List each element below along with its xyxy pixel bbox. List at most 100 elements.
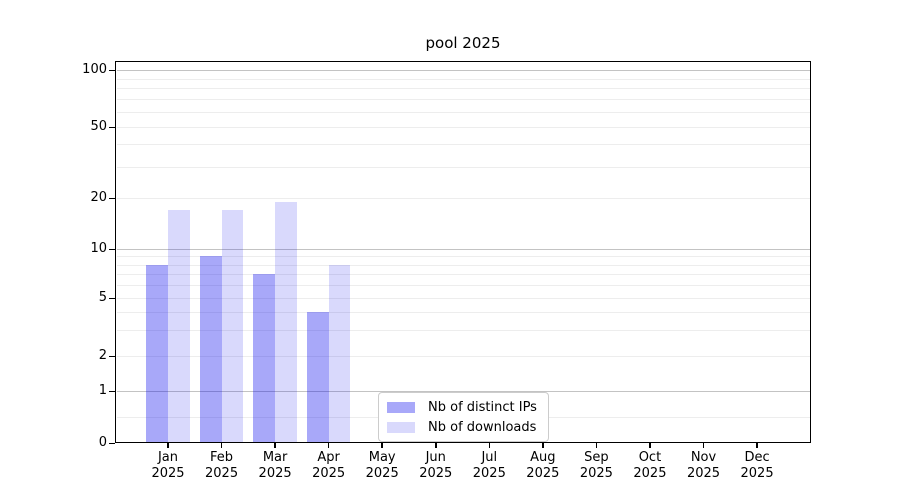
x-axis-tick bbox=[274, 443, 276, 448]
y-axis-tick bbox=[109, 69, 115, 71]
year-label: 2025 bbox=[740, 466, 774, 481]
month-label: May bbox=[368, 450, 396, 465]
y-axis-tick bbox=[109, 355, 115, 357]
month-label: Aug bbox=[530, 450, 556, 465]
y-axis-tick-label: 1 bbox=[98, 383, 107, 398]
minor-gridline bbox=[116, 274, 810, 276]
x-axis-tick bbox=[327, 443, 330, 448]
minor-gridline bbox=[116, 127, 810, 128]
y-axis-tick bbox=[109, 297, 115, 299]
y-axis-tick bbox=[109, 390, 115, 392]
year-label: 2025 bbox=[526, 466, 560, 481]
month-label: Jul bbox=[481, 450, 498, 465]
month-label: Oct bbox=[638, 450, 662, 465]
month-label: Apr bbox=[317, 450, 340, 465]
y-axis-tick-label: 50 bbox=[90, 119, 107, 134]
minor-gridline bbox=[116, 144, 810, 146]
x-axis-tick bbox=[595, 443, 598, 448]
year-label: 2025 bbox=[258, 466, 292, 481]
year-label: 2025 bbox=[579, 466, 613, 481]
y-axis-tick-label: 100 bbox=[82, 62, 107, 77]
x-axis-tick bbox=[435, 443, 437, 448]
y-axis-tick-label: 5 bbox=[98, 290, 107, 305]
minor-gridline bbox=[116, 298, 810, 299]
minor-gridline bbox=[116, 88, 810, 90]
month-label: Dec bbox=[744, 450, 770, 465]
legend-swatch bbox=[387, 421, 415, 433]
year-label: 2025 bbox=[365, 466, 399, 481]
legend: Nb of distinct IPs Nb of downloads bbox=[378, 392, 549, 442]
y-axis-tick-label: 10 bbox=[90, 241, 107, 256]
x-axis-tick-label: Nov 2025 bbox=[672, 450, 736, 482]
minor-gridline bbox=[116, 356, 810, 357]
minor-gridline bbox=[116, 99, 810, 101]
legend-label: Nb of downloads bbox=[428, 419, 537, 435]
x-axis-tick-label: May 2025 bbox=[350, 450, 414, 482]
x-axis-tick bbox=[702, 443, 705, 448]
x-axis-tick-label: Dec 2025 bbox=[725, 450, 789, 482]
x-axis-tick bbox=[488, 443, 491, 448]
x-axis-tick-label: Jan 2025 bbox=[136, 450, 200, 482]
minor-gridline bbox=[116, 112, 810, 113]
year-label: 2025 bbox=[633, 466, 667, 481]
year-label: 2025 bbox=[312, 466, 346, 481]
x-axis-tick-label: Aug 2025 bbox=[511, 450, 575, 482]
year-label: 2025 bbox=[151, 466, 185, 481]
x-axis-tick-label: Jul 2025 bbox=[457, 450, 521, 482]
bar-distinct-ips bbox=[253, 274, 276, 443]
bar-downloads bbox=[275, 201, 297, 443]
x-axis-tick bbox=[756, 443, 758, 448]
y-axis-tick-label: 0 bbox=[98, 435, 107, 450]
minor-gridline bbox=[116, 256, 810, 258]
x-axis-tick bbox=[381, 443, 383, 448]
y-axis-tick-label: 2 bbox=[98, 348, 107, 363]
month-label: Jun bbox=[425, 450, 446, 465]
x-axis-tick-label: Feb 2025 bbox=[190, 450, 254, 482]
major-gridline bbox=[116, 70, 810, 71]
legend-item: Nb of distinct IPs bbox=[387, 397, 537, 417]
minor-gridline bbox=[116, 78, 810, 80]
month-label: Feb bbox=[210, 450, 234, 465]
x-axis-tick-label: Jun 2025 bbox=[404, 450, 468, 482]
bar-distinct-ips bbox=[146, 264, 168, 443]
minor-gridline bbox=[116, 312, 810, 314]
year-label: 2025 bbox=[205, 466, 239, 481]
chart-title: pool 2025 bbox=[425, 34, 501, 52]
major-gridline bbox=[116, 391, 810, 392]
year-label: 2025 bbox=[686, 466, 721, 481]
bar-downloads bbox=[328, 264, 351, 443]
legend-swatch bbox=[387, 401, 415, 413]
y-axis-tick bbox=[109, 442, 115, 444]
year-label: 2025 bbox=[419, 466, 453, 481]
x-axis-tick-label: Apr 2025 bbox=[297, 450, 361, 482]
x-axis-tick bbox=[167, 443, 169, 448]
x-axis-tick-label: Sep 2025 bbox=[564, 450, 628, 482]
month-label: Jan bbox=[157, 450, 179, 465]
x-axis-tick bbox=[220, 443, 223, 448]
x-axis-tick-label: Oct 2025 bbox=[618, 450, 682, 482]
x-axis-tick bbox=[649, 443, 651, 448]
minor-gridline bbox=[116, 264, 810, 266]
y-axis-tick-label: 20 bbox=[90, 190, 107, 205]
minor-gridline bbox=[116, 198, 810, 199]
major-gridline bbox=[116, 249, 810, 250]
month-label: Nov bbox=[690, 450, 717, 465]
bar-distinct-ips bbox=[306, 312, 329, 443]
y-axis-tick bbox=[109, 126, 115, 128]
legend-label: Nb of distinct IPs bbox=[428, 399, 537, 415]
minor-gridline bbox=[116, 330, 810, 332]
month-label: Sep bbox=[584, 450, 609, 465]
minor-gridline bbox=[116, 166, 810, 168]
minor-gridline bbox=[116, 285, 810, 287]
month-label: Mar bbox=[262, 450, 288, 465]
year-label: 2025 bbox=[472, 466, 506, 481]
x-axis-tick bbox=[542, 443, 544, 448]
bar-downloads bbox=[168, 209, 190, 443]
y-axis-tick bbox=[109, 248, 115, 250]
legend-item: Nb of downloads bbox=[387, 417, 537, 437]
bar-distinct-ips bbox=[199, 256, 222, 443]
bar-downloads bbox=[221, 209, 244, 443]
x-axis-tick-label: Mar 2025 bbox=[243, 450, 307, 482]
y-axis-tick bbox=[109, 197, 115, 199]
